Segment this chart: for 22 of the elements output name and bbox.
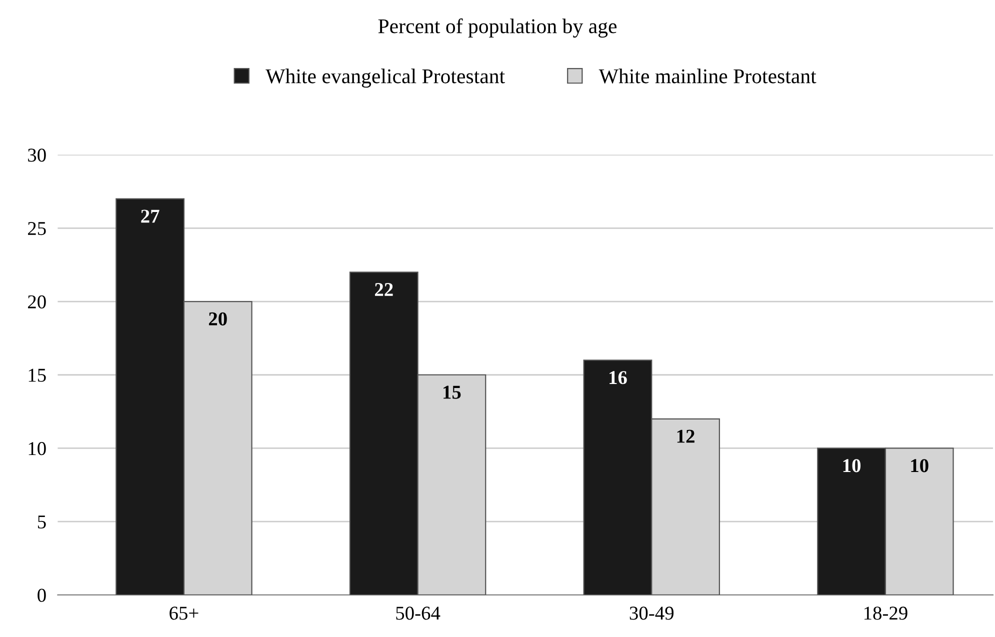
data-label: 16 — [610, 371, 627, 384]
y-tick-label: 10 — [28, 442, 46, 456]
data-label: 27 — [141, 210, 160, 223]
y-tick-label: 15 — [28, 368, 46, 382]
y-tick-label: 0 — [38, 588, 46, 602]
data-label: 22 — [374, 283, 393, 296]
y-tick-label: 20 — [28, 295, 46, 308]
x-tick-label: 65+ — [170, 606, 198, 620]
chart-title: Percent of population by age — [378, 18, 617, 38]
x-tick-label: 50-64 — [396, 606, 440, 620]
data-label: 15 — [444, 386, 461, 399]
x-tick-label: 18-29 — [864, 606, 908, 620]
data-label: 12 — [677, 430, 694, 443]
data-label: 10 — [911, 459, 928, 472]
legend-label: White evangelical Protestant — [266, 68, 505, 88]
data-label: 20 — [208, 312, 227, 326]
x-tick-label: 30-49 — [630, 606, 674, 620]
data-label: 10 — [843, 459, 861, 472]
y-tick-label: 5 — [38, 516, 46, 529]
y-tick-label: 25 — [28, 222, 46, 236]
y-tick-label: 30 — [28, 148, 46, 162]
legend-label: White mainline Protestant — [598, 68, 816, 84]
